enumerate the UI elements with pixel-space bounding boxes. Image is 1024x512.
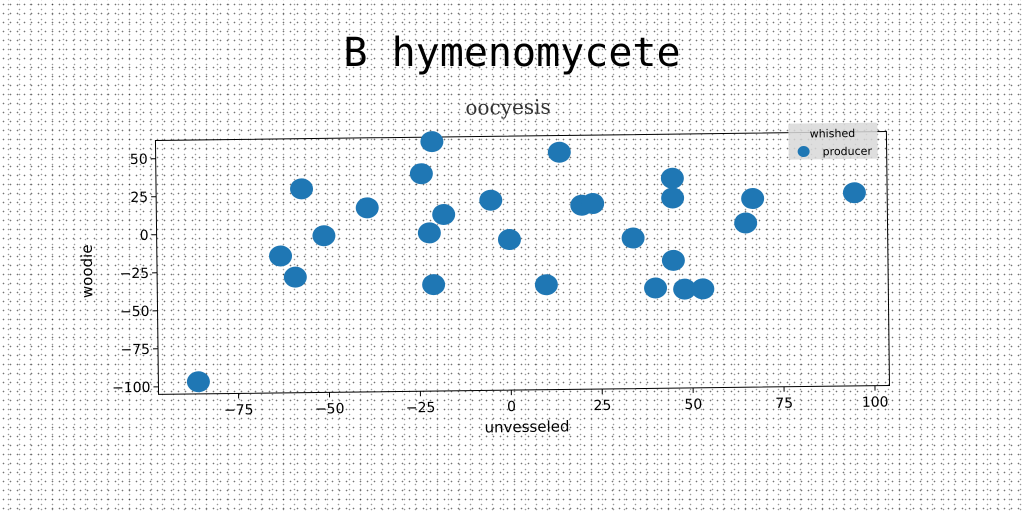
y-tick-label: −100 (112, 380, 151, 396)
axis-ticks: −75 −50 −25 0 25 50 75 100 50 25 0 −25 −50 −75 −100 (112, 152, 889, 419)
data-point (497, 229, 521, 251)
x-tick-label: 100 (862, 395, 889, 411)
legend: whished producer (788, 122, 878, 160)
x-axis-label: unvesseled (484, 417, 569, 436)
data-point (417, 222, 441, 244)
legend-marker (797, 146, 810, 158)
x-tick-label: 75 (775, 396, 793, 412)
data-point (534, 274, 558, 296)
y-tick-label: 0 (140, 228, 149, 244)
data-point (420, 131, 444, 153)
x-tick-label: −50 (315, 401, 345, 417)
legend-title: whished (810, 127, 856, 141)
data-point (186, 371, 210, 393)
y-tick-label: −25 (119, 266, 149, 282)
data-point (312, 225, 336, 247)
legend-label: producer (823, 145, 873, 159)
y-tick-label: 50 (130, 152, 148, 168)
x-tick-label: −75 (224, 402, 254, 418)
data-points (186, 131, 866, 393)
data-point (547, 141, 571, 163)
legend-box (788, 122, 878, 160)
data-point (479, 189, 503, 211)
data-point (661, 249, 685, 271)
data-point (283, 266, 307, 288)
data-point (290, 178, 314, 200)
x-tick-label: 25 (593, 398, 611, 414)
data-point (691, 278, 715, 300)
data-point (734, 212, 758, 234)
data-point (660, 167, 684, 189)
axes-title: oocyesis (465, 95, 551, 120)
data-point (269, 245, 293, 267)
x-tick-label: 50 (684, 397, 702, 413)
data-point (661, 187, 685, 209)
data-point (581, 193, 605, 215)
x-tick-label: −25 (406, 400, 436, 416)
figure-title: B hymenomycete (343, 30, 681, 76)
data-point (621, 227, 645, 249)
data-point (432, 203, 456, 225)
data-point (842, 182, 866, 204)
y-tick-label: −50 (120, 304, 150, 320)
data-point (355, 197, 379, 219)
y-axis-label: woodie (78, 244, 97, 298)
y-tick-label: −75 (120, 342, 150, 358)
x-tick-label: 0 (507, 399, 516, 415)
data-point (673, 278, 697, 300)
data-point (741, 188, 765, 210)
data-point (409, 163, 433, 185)
data-point (422, 274, 446, 296)
plot-frame (154, 131, 891, 395)
y-tick-label: 25 (130, 190, 148, 206)
data-point (644, 277, 668, 299)
